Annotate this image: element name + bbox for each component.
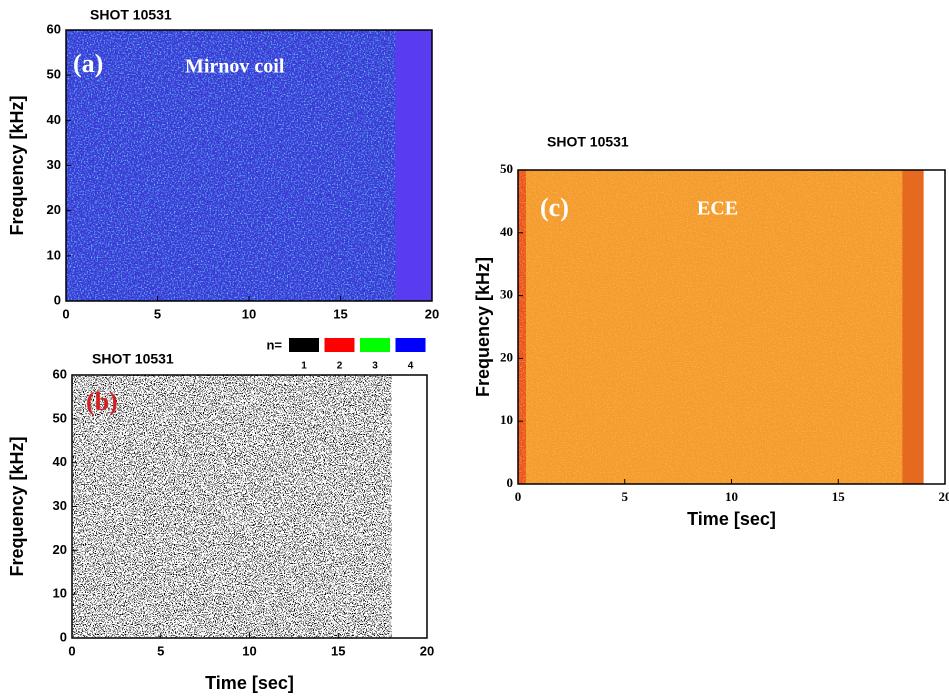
- x-tick-label: 0: [515, 489, 522, 504]
- legend-label: 4: [408, 361, 414, 372]
- y-tick-label: 50: [500, 161, 513, 176]
- y-tick-label: 10: [53, 586, 67, 601]
- chart-title: SHOT 10531: [92, 351, 174, 367]
- chart-title: SHOT 10531: [547, 134, 629, 150]
- legend-swatch: [289, 338, 319, 352]
- blank-region: [923, 170, 945, 484]
- chart-title: SHOT 10531: [90, 7, 172, 23]
- y-tick-label: 30: [53, 498, 67, 513]
- x-tick-label: 5: [157, 643, 164, 658]
- y-tick-label: 20: [500, 349, 513, 364]
- y-tick-label: 30: [47, 157, 61, 172]
- y-tick-label: 10: [47, 247, 61, 262]
- y-tick-label: 30: [500, 287, 513, 302]
- edge-band: [902, 170, 924, 484]
- blank-region: [395, 30, 432, 301]
- y-axis-label: Frequency [kHz]: [473, 257, 493, 397]
- texture: [518, 170, 903, 484]
- x-tick-label: 10: [725, 489, 738, 504]
- y-tick-label: 40: [53, 454, 67, 469]
- annotation: (c): [540, 193, 569, 222]
- y-tick-label: 20: [53, 542, 67, 557]
- x-tick-label: 5: [154, 306, 161, 321]
- x-tick-label: 15: [832, 489, 846, 504]
- y-tick-label: 60: [53, 366, 67, 381]
- y-tick-label: 0: [507, 475, 514, 490]
- annotation: (b): [86, 387, 118, 416]
- y-axis-label: Frequency [kHz]: [7, 436, 27, 576]
- x-tick-label: 15: [333, 306, 347, 321]
- annotation: ECE: [697, 198, 738, 220]
- x-tick-label: 20: [425, 306, 439, 321]
- x-axis-label: Time [sec]: [687, 509, 776, 529]
- texture: [66, 30, 396, 301]
- x-tick-label: 10: [242, 643, 256, 658]
- y-tick-label: 0: [54, 292, 61, 307]
- legend-title: n=: [266, 337, 282, 352]
- x-tick-label: 0: [68, 643, 75, 658]
- legend-swatch: [324, 338, 355, 352]
- y-tick-label: 40: [500, 224, 513, 239]
- y-tick-label: 10: [500, 412, 513, 427]
- y-axis-label: Frequency [kHz]: [7, 95, 27, 235]
- legend-label: 2: [337, 361, 343, 372]
- y-tick-label: 50: [47, 67, 61, 82]
- x-tick-label: 20: [420, 643, 434, 658]
- y-tick-label: 60: [47, 21, 61, 36]
- annotation: Mirnov coil: [185, 56, 285, 78]
- annotation: (a): [73, 49, 103, 78]
- texture: [72, 375, 392, 638]
- x-tick-label: 20: [939, 489, 949, 504]
- y-tick-label: 50: [53, 410, 67, 425]
- legend-swatch: [360, 338, 390, 352]
- legend-swatch: [395, 338, 426, 352]
- legend-label: 3: [372, 361, 378, 372]
- x-tick-label: 15: [331, 643, 345, 658]
- x-tick-label: 10: [242, 306, 256, 321]
- y-tick-label: 20: [47, 202, 61, 217]
- y-tick-label: 40: [47, 112, 61, 127]
- x-tick-label: 5: [622, 489, 629, 504]
- y-tick-label: 0: [60, 629, 67, 644]
- x-axis-label: Time [sec]: [205, 673, 294, 693]
- x-tick-label: 0: [62, 306, 69, 321]
- legend-label: 1: [301, 361, 307, 372]
